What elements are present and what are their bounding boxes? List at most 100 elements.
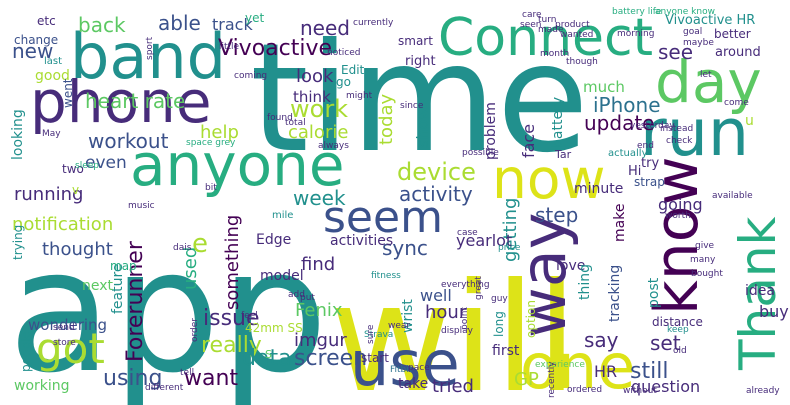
cloud-word: day xyxy=(655,48,762,116)
cloud-word: distance xyxy=(652,315,703,329)
cloud-word: order xyxy=(190,318,200,342)
cloud-word: well xyxy=(420,286,452,305)
cloud-word: tell xyxy=(180,368,194,378)
cloud-word: store xyxy=(53,338,76,348)
cloud-word: experience xyxy=(535,360,585,370)
cloud-word: phone xyxy=(30,68,212,136)
cloud-word: screen xyxy=(294,346,367,371)
cloud-word: sync xyxy=(382,236,428,260)
cloud-word: product xyxy=(555,20,590,30)
cloud-word: week xyxy=(293,186,346,210)
cloud-word: work xyxy=(290,95,348,123)
cloud-word: always xyxy=(318,141,349,151)
cloud-word: turn xyxy=(538,15,556,25)
cloud-word: Connect xyxy=(438,8,653,68)
cloud-word: wanted xyxy=(560,30,593,40)
cloud-word: wrist xyxy=(400,299,416,333)
cloud-word: post xyxy=(646,277,662,308)
cloud-word: change xyxy=(14,33,58,47)
cloud-word: set xyxy=(650,331,681,355)
cloud-word: strap xyxy=(634,175,665,189)
cloud-word: able xyxy=(158,11,201,35)
cloud-word: yet xyxy=(245,11,264,25)
cloud-word: still xyxy=(630,359,668,384)
cloud-word: working xyxy=(14,378,70,394)
cloud-word: thought xyxy=(42,239,113,260)
cloud-word: face xyxy=(519,124,538,158)
cloud-word: around xyxy=(715,45,761,60)
cloud-word: old xyxy=(673,346,687,356)
cloud-word: u xyxy=(745,113,754,129)
cloud-word: display xyxy=(441,326,474,336)
cloud-word: seem xyxy=(323,192,443,243)
cloud-word: tried xyxy=(432,376,474,397)
cloud-word: send xyxy=(53,323,75,333)
cloud-word: Vivoactive xyxy=(218,36,332,61)
cloud-word: find xyxy=(301,254,335,275)
cloud-word: Edge xyxy=(256,232,291,248)
cloud-word: yearlot xyxy=(456,231,512,250)
cloud-word: let xyxy=(700,70,712,80)
cloud-word: something xyxy=(222,215,243,310)
cloud-word: say xyxy=(584,328,619,352)
cloud-word: using xyxy=(103,366,162,391)
cloud-word: show xyxy=(413,107,432,148)
cloud-word: really xyxy=(201,333,262,358)
cloud-word: month xyxy=(540,49,569,59)
cloud-word: seen xyxy=(520,20,541,30)
cloud-word: today xyxy=(376,93,397,145)
cloud-word: many xyxy=(690,255,716,265)
cloud-word: long xyxy=(492,311,506,337)
cloud-word: sleep xyxy=(75,161,99,171)
cloud-word: pace xyxy=(408,363,430,373)
cloud-word: worth xyxy=(665,211,691,221)
cloud-word: guy xyxy=(491,294,508,304)
cloud-word: little xyxy=(219,42,240,52)
cloud-word: one xyxy=(520,330,635,403)
cloud-word: might xyxy=(346,91,373,101)
cloud-word: sure xyxy=(366,324,376,344)
cloud-word: goal xyxy=(683,27,702,37)
cloud-word: try xyxy=(641,156,659,171)
cloud-word: Fitbit xyxy=(390,365,413,375)
cloud-word: recently xyxy=(547,361,557,398)
cloud-word: running xyxy=(14,184,83,205)
cloud-word: end xyxy=(637,141,654,151)
cloud-word: instead xyxy=(660,124,693,134)
cloud-word: wear xyxy=(388,321,410,331)
cloud-word: add xyxy=(288,290,305,300)
cloud-word: step xyxy=(535,203,578,227)
cloud-word: minute xyxy=(574,181,623,197)
cloud-word: buy xyxy=(759,302,789,321)
cloud-word: take xyxy=(398,376,428,392)
cloud-word: first xyxy=(492,343,520,359)
cloud-word: workout xyxy=(88,129,169,153)
cloud-word: May xyxy=(42,129,61,139)
cloud-word: great xyxy=(474,276,484,300)
cloud-word: last xyxy=(44,56,62,67)
cloud-word: different xyxy=(145,383,184,393)
cloud-word: tracking xyxy=(607,265,623,322)
cloud-word: currently xyxy=(353,18,394,28)
cloud-word: 42mm SS xyxy=(245,321,303,335)
cloud-word: care xyxy=(522,10,542,20)
cloud-word: love xyxy=(556,258,585,274)
cloud-word: found xyxy=(267,113,293,123)
cloud-word: space grey xyxy=(186,138,236,148)
cloud-word: ordered xyxy=(567,385,602,395)
cloud-word: keep xyxy=(667,325,689,335)
cloud-word: check xyxy=(666,136,693,146)
cloud-word: right xyxy=(405,54,436,69)
cloud-word: imgur xyxy=(294,330,347,351)
cloud-word: next xyxy=(82,278,114,294)
cloud-word: total xyxy=(285,118,306,128)
cloud-word: etc xyxy=(37,14,56,28)
cloud-word: update xyxy=(584,111,654,135)
cloud-word: price xyxy=(498,243,521,253)
cloud-word: noticed xyxy=(327,48,360,58)
cloud-word: will xyxy=(330,252,578,405)
cloud-word: come xyxy=(724,98,749,108)
cloud-word: track xyxy=(212,15,253,34)
cloud-word: possible xyxy=(462,148,499,158)
cloud-word: wondering xyxy=(28,316,107,334)
